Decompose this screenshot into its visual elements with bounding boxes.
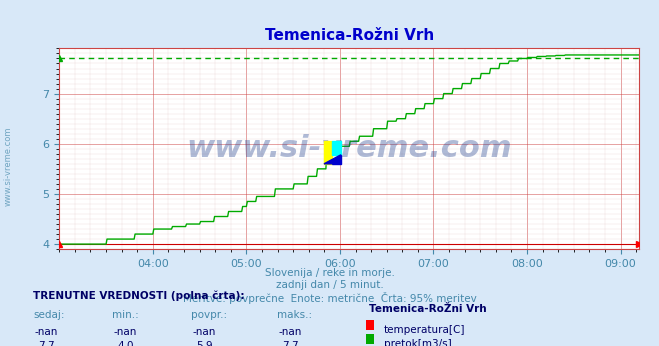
- Bar: [332, 141, 341, 155]
- Text: 7,7: 7,7: [38, 341, 55, 346]
- Text: min.:: min.:: [112, 310, 139, 320]
- Text: www.si-vreme.com: www.si-vreme.com: [186, 134, 512, 163]
- Text: -nan: -nan: [34, 327, 58, 337]
- Bar: [324, 141, 332, 164]
- Polygon shape: [324, 155, 341, 164]
- Text: maks.:: maks.:: [277, 310, 312, 320]
- Text: www.si-vreme.com: www.si-vreme.com: [3, 126, 13, 206]
- Polygon shape: [332, 155, 341, 164]
- Text: -nan: -nan: [113, 327, 137, 337]
- Text: 4,0: 4,0: [117, 341, 134, 346]
- Text: Temenica-RoŽni Vrh: Temenica-RoŽni Vrh: [369, 304, 486, 315]
- Title: Temenica-Rožni Vrh: Temenica-Rožni Vrh: [265, 28, 434, 43]
- Text: povpr.:: povpr.:: [191, 310, 227, 320]
- Text: TRENUTNE VREDNOSTI (polna črta):: TRENUTNE VREDNOSTI (polna črta):: [33, 291, 244, 301]
- Text: 5,9: 5,9: [196, 341, 213, 346]
- Text: temperatura[C]: temperatura[C]: [384, 325, 465, 335]
- Text: 7,7: 7,7: [281, 341, 299, 346]
- Text: -nan: -nan: [192, 327, 216, 337]
- Text: -nan: -nan: [278, 327, 302, 337]
- Text: sedaj:: sedaj:: [33, 310, 65, 320]
- Text: pretok[m3/s]: pretok[m3/s]: [384, 339, 451, 346]
- Text: Slovenija / reke in morje.
zadnji dan / 5 minut.
Meritve: povprečne  Enote: metr: Slovenija / reke in morje. zadnji dan / …: [183, 268, 476, 304]
